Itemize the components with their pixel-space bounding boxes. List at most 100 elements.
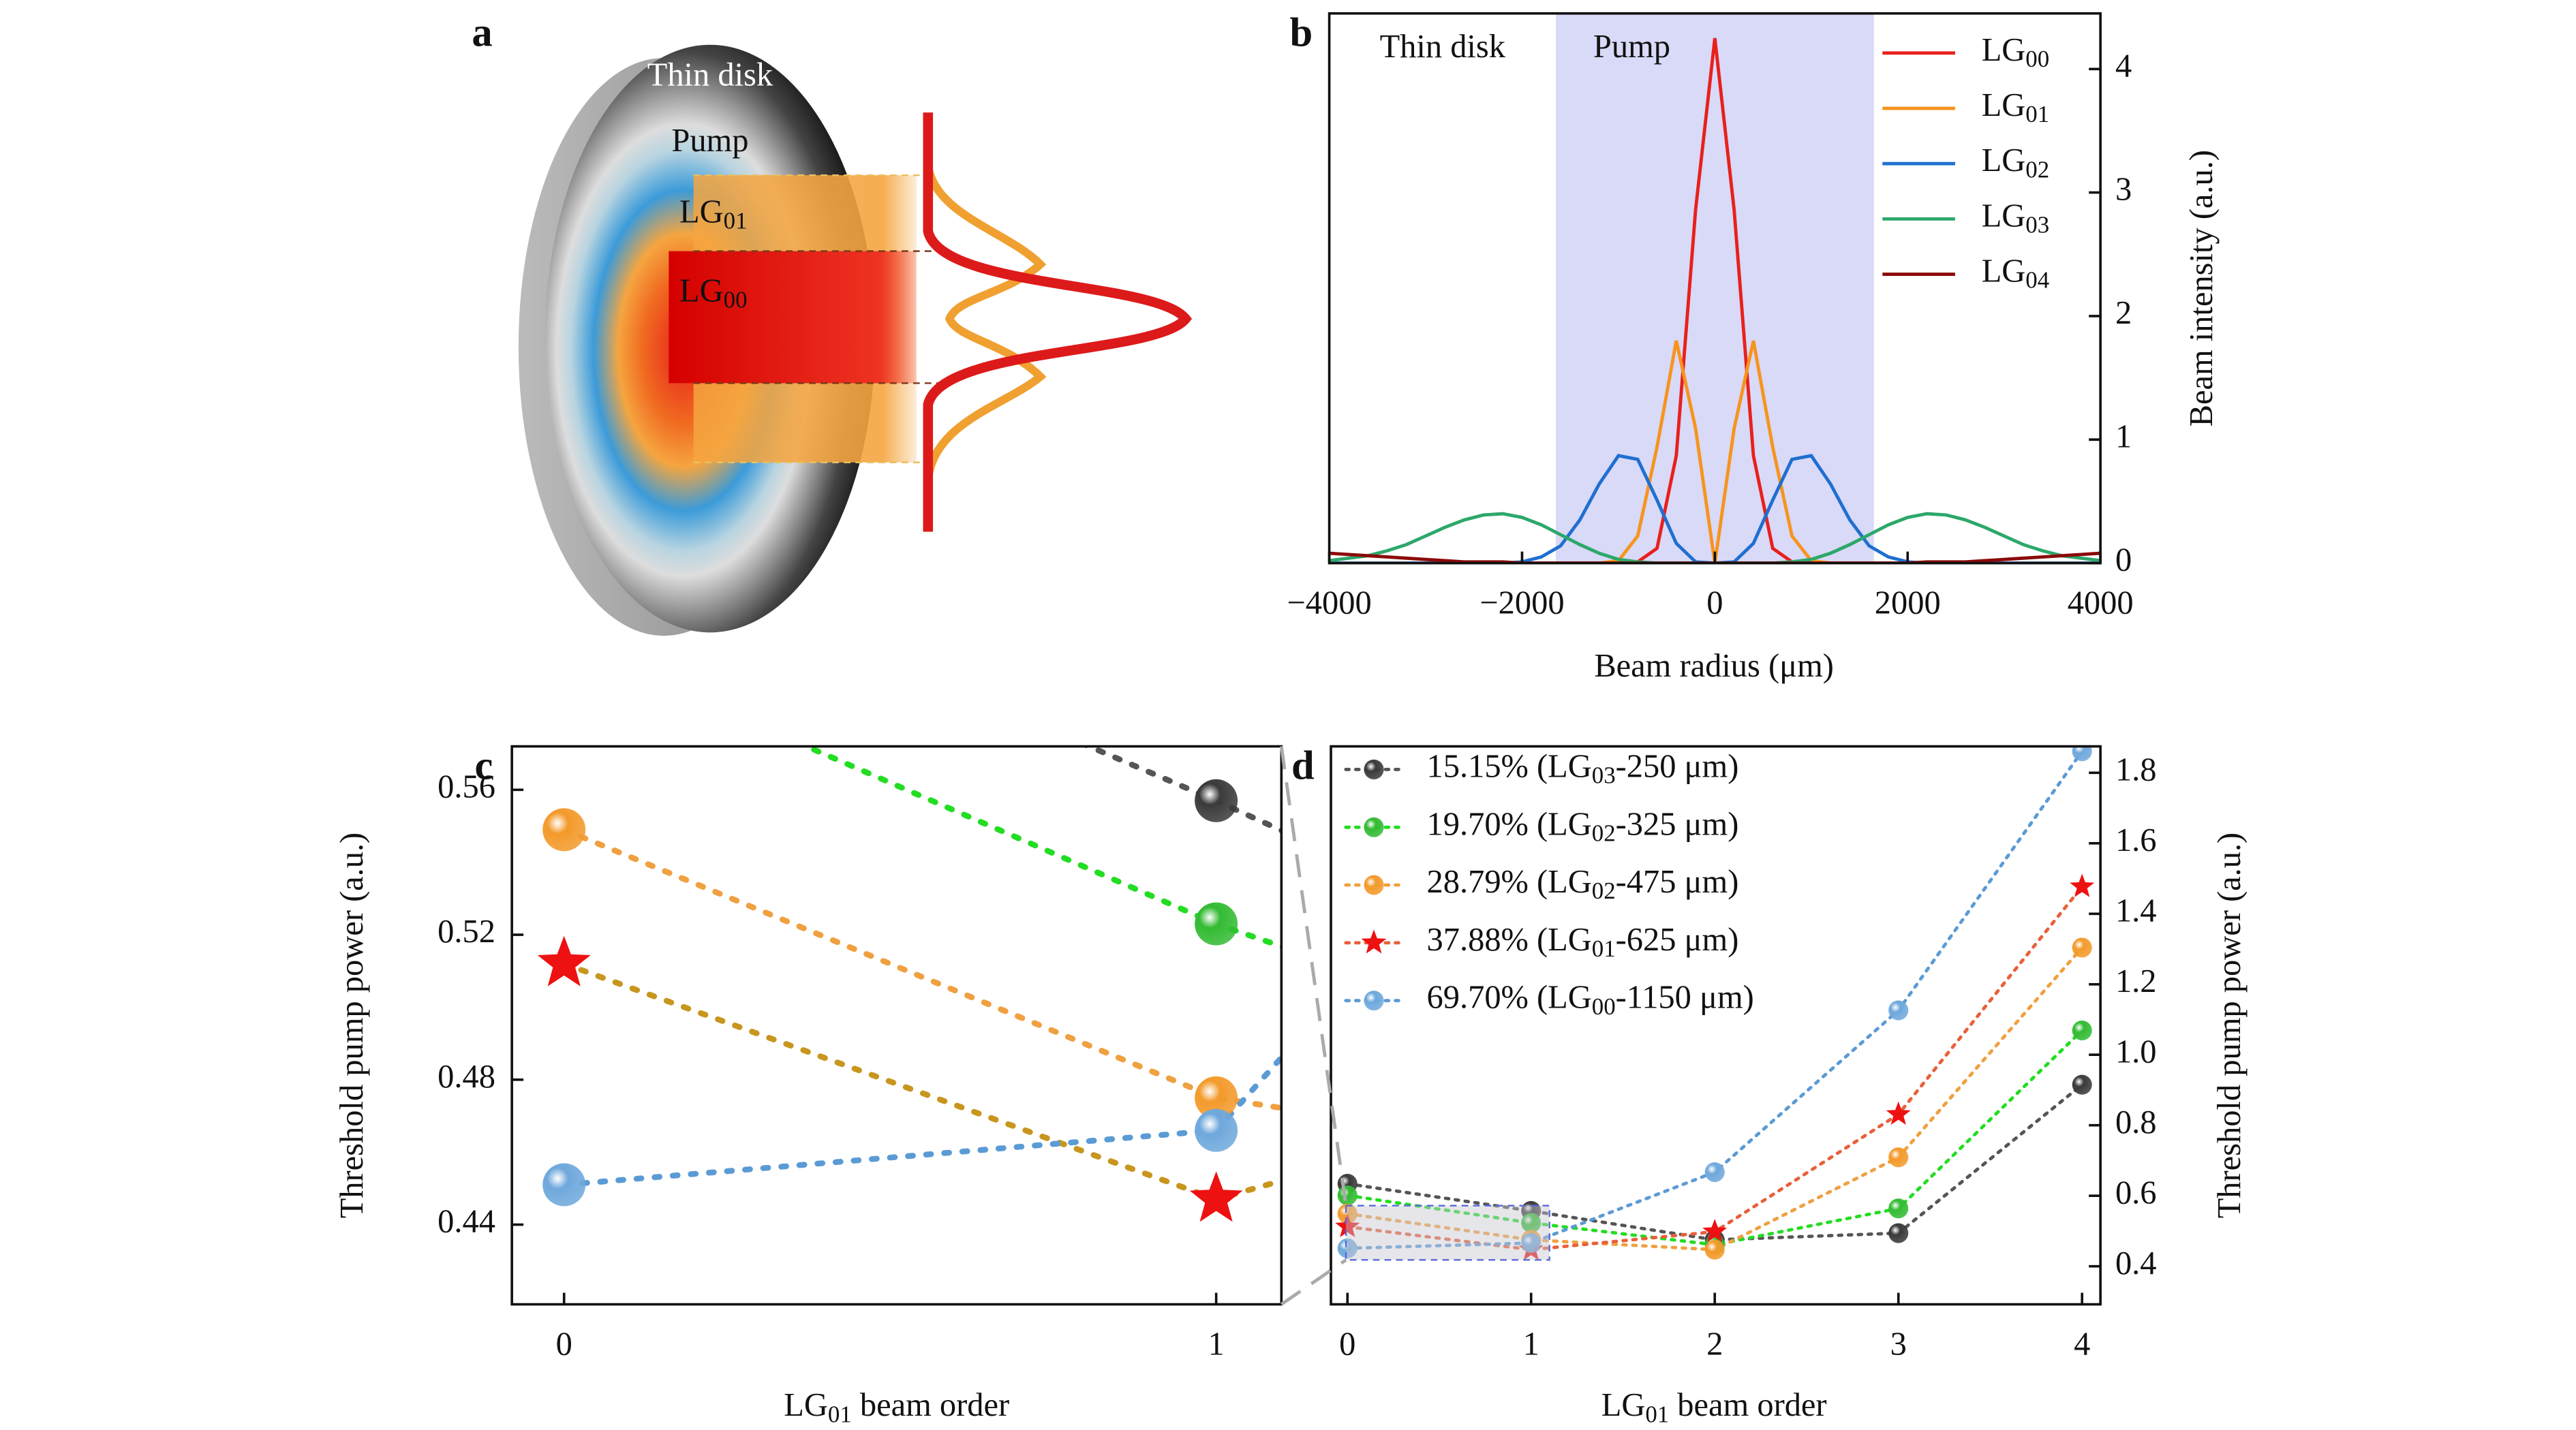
x-tick-label: 0 [1339,1326,1355,1363]
x-tick-label: 2 [1706,1326,1723,1363]
annotation: Thin disk [1380,29,1506,65]
marker-star [537,935,591,986]
marker-sphere [2072,1074,2092,1095]
zoom-connector [1279,746,1348,1207]
marker-sphere [1888,1000,1909,1021]
x-tick-label: 0 [1706,585,1723,621]
plot-area [537,228,2542,1222]
series-line [799,746,1282,950]
marker-sphere [2072,1021,2092,1041]
y-axis-label: Beam intensity (a.u.) [2183,150,2220,426]
marker-sphere [1521,1232,1542,1254]
label: Thin disk [647,57,773,93]
y-tick-label: 0.48 [438,1059,495,1095]
legend-marker [1364,991,1384,1011]
marker-sphere [2499,228,2542,271]
x-tick-label: 4 [2074,1326,2090,1363]
legend-label: 28.79% (LG02-475 μm) [1427,864,1739,904]
y-tick-label: 0.8 [2115,1104,2157,1140]
marker-sphere [2499,754,2542,797]
series-line [1329,37,2101,563]
marker-star [2070,873,2095,897]
marker-star [1702,1219,1728,1243]
legend-label: 15.15% (LG03-250 μm) [1427,749,1739,789]
x-tick-label: −4000 [1287,585,1371,621]
x-axis-label: LG01 beam order [1601,1387,1827,1427]
legend-label: LG03 [1982,198,2049,238]
marker-sphere [1337,1238,1358,1258]
marker-star [1189,1171,1243,1222]
label: LG01 [679,193,747,234]
marker-sphere [1521,1213,1542,1233]
marker-star [1842,986,1895,1037]
y-tick-label: 1.4 [2115,892,2157,929]
y-tick-label: 4 [2115,48,2132,84]
zoom-connector [1280,1258,1347,1306]
plot-area [1335,746,2095,1260]
marker-star [1335,1213,1360,1238]
y-tick-label: 0.52 [438,914,495,950]
series-line [561,1053,1282,1188]
legend-marker [1364,817,1384,837]
x-tick-label: 1 [1523,1326,1539,1363]
marker-sphere [2499,1008,2542,1051]
marker-sphere [542,1163,586,1207]
marker-sphere [1195,1076,1238,1119]
x-tick-label: 4000 [2068,585,2134,621]
marker-star [1886,1101,1911,1125]
x-tick-label: −2000 [1479,585,1564,621]
marker-sphere [2072,746,2092,762]
panel-label: c [475,743,493,788]
x-tick-label: 3 [1890,1326,1907,1363]
chart-d: d 0.4 0.6 0.8 1.0 1.2 1.4 1.6 1.8 0 1 2 3 4 LG01 beam … [1291,743,2248,1427]
legend-label: LG01 [1982,87,2049,127]
marker-sphere [1704,1239,1725,1260]
y-tick-label: 0.6 [2115,1175,2157,1211]
marker-sphere [1888,1198,1909,1219]
legend-marker [1364,875,1384,895]
marker-sphere [1195,1108,1238,1152]
axes-frame [510,745,1283,1306]
y-tick-label: 1.2 [2115,963,2157,999]
y-tick-label: 1.6 [2115,822,2157,858]
annotation: Pump [1593,29,1670,65]
x-axis-label: Beam radius (μm) [1594,648,1834,684]
legend-label: LG04 [1982,253,2049,294]
legend-marker [1364,759,1384,779]
legend-label: 69.70% (LG00-1150 μm) [1427,980,1754,1020]
panel-label: d [1291,743,1315,788]
y-axis-label: Threshold pump power (a.u.) [2211,833,2248,1219]
x-axis-label: LG01 beam order [784,1387,1009,1427]
zoom-box [1345,1204,1550,1261]
profile-lg00 [923,112,1193,532]
y-tick-label: 1 [2115,418,2132,454]
y-tick-label: 3 [2115,172,2132,208]
marker-sphere [1888,1223,1909,1243]
marker-sphere [1847,1076,1890,1119]
legend-label: LG00 [1982,32,2049,72]
chart-b: b Thin disk Pump 0 1 2 3 4 −4000 −2000 0 2000 4000 Be… [1287,10,2219,684]
series-line [561,826,1282,1111]
y-axis-label: Threshold pump power (a.u.) [334,833,370,1219]
y-tick-label: 2 [2115,295,2132,331]
marker-sphere [2072,937,2092,958]
panel-label: b [1290,10,1313,56]
legend-label: 19.70% (LG02-325 μm) [1427,806,1739,846]
y-tick-label: 1.0 [2115,1033,2157,1070]
series-line [1329,512,2101,563]
marker-sphere [1888,1147,1909,1168]
legend-label: 37.88% (LG01-625 μm) [1427,922,1739,962]
marker-sphere [1704,1162,1725,1183]
marker-sphere [1195,902,1238,946]
x-tick-label: 0 [556,1326,572,1363]
beam-lg00 [669,251,917,384]
marker-sphere [1195,779,1238,822]
legend-marker [1361,929,1387,954]
pump-region [1555,13,1874,563]
label: LG00 [679,273,747,313]
y-tick-label: 1.8 [2115,751,2157,788]
series-line [1345,1083,2084,1242]
marker-sphere [1337,1204,1358,1224]
y-tick-label: 0.4 [2115,1245,2157,1281]
